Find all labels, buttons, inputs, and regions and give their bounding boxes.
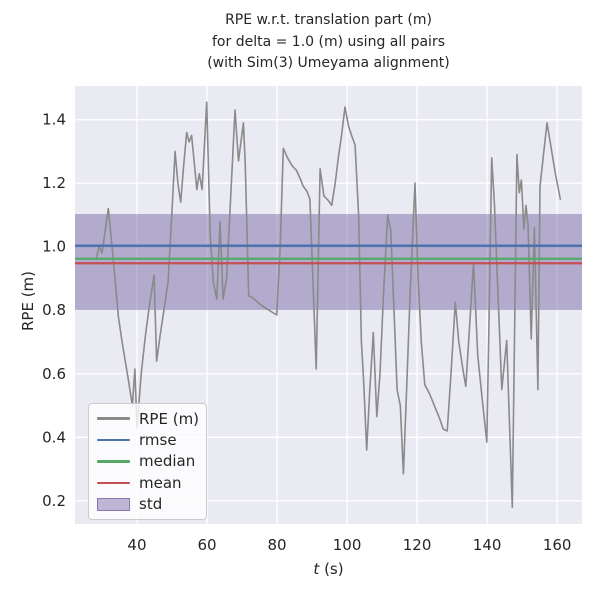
ytick-label-1.0: 1.0	[42, 238, 66, 256]
xtick-label-100: 100	[333, 536, 362, 554]
legend-label: mean	[139, 473, 182, 492]
legend-patch-swatch	[97, 497, 130, 511]
xtick-label-140: 140	[473, 536, 502, 554]
legend-item-std: std	[97, 494, 206, 515]
legend-line-swatch	[97, 481, 130, 485]
ytick-label-0.2: 0.2	[42, 492, 66, 510]
ytick-label-1.2: 1.2	[42, 174, 66, 192]
ytick-label-1.4: 1.4	[42, 111, 66, 129]
legend-item-mean: mean	[97, 472, 206, 493]
ytick-label-0.4: 0.4	[42, 428, 66, 446]
x-axis-label-variable: t	[313, 560, 320, 578]
ytick-label-0.8: 0.8	[42, 301, 66, 319]
legend-line-swatch	[97, 438, 130, 442]
chart-title: RPE w.r.t. translation part (m) for delt…	[207, 12, 450, 71]
legend-line-swatch	[97, 417, 130, 420]
legend-label: RPE (m)	[139, 409, 200, 428]
legend-label: median	[139, 452, 196, 471]
xtick-label-160: 160	[543, 536, 572, 554]
xtick-label-60: 60	[197, 536, 216, 554]
xtick-label-40: 40	[127, 536, 146, 554]
legend: RPE (m) rmse median mean std	[88, 403, 207, 520]
legend-item-rpe-m: RPE (m)	[97, 408, 206, 429]
legend-item-median: median	[97, 451, 206, 472]
x-axis-label: t (s)	[75, 560, 582, 578]
xtick-label-120: 120	[403, 536, 432, 554]
rpe-line	[95, 101, 562, 509]
legend-item-rmse: rmse	[97, 430, 206, 451]
legend-label: std	[139, 495, 163, 514]
xtick-label-80: 80	[267, 536, 286, 554]
ytick-label-0.6: 0.6	[42, 365, 66, 383]
legend-label: rmse	[139, 431, 177, 450]
legend-line-swatch	[97, 460, 130, 463]
y-axis-label: RPE (m)	[19, 270, 37, 332]
x-axis-label-unit: (s)	[319, 560, 344, 578]
